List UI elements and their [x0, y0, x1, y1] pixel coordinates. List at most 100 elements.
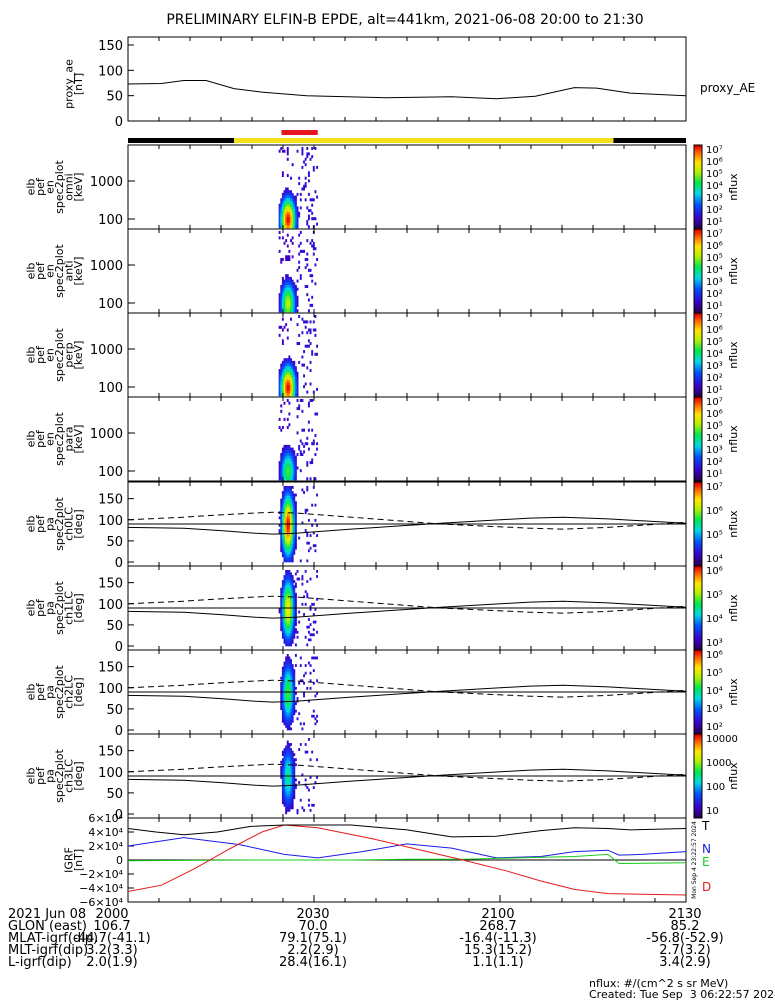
spectrogram-cell: [291, 582, 294, 586]
spectrogram-cell: [293, 760, 296, 764]
spectrogram-cell: [280, 508, 283, 512]
ephemeris-value: 28.4(16.1): [279, 955, 347, 970]
spectrogram-cell: [293, 788, 296, 792]
spectrogram-cell: [294, 541, 297, 545]
spectrogram-cell: [285, 239, 288, 243]
spectrogram-cell: [285, 788, 288, 792]
spectrogram-cell: [311, 633, 314, 637]
spectrogram-cell: [281, 709, 284, 713]
colorbar-tick-label: 10⁴: [706, 554, 723, 565]
spectrogram-cell: [283, 679, 286, 683]
spectrogram-cell: [306, 541, 309, 545]
colorbar-segment: [694, 526, 702, 529]
spectrogram-cell: [288, 587, 291, 591]
spectrogram-cell: [294, 290, 297, 294]
spectrogram-cell: [283, 455, 286, 459]
spectrogram-cell: [280, 620, 283, 624]
spectrogram-cell: [288, 778, 291, 782]
spectrogram-cell: [280, 623, 283, 627]
spectrogram-cell: [285, 811, 288, 815]
y-tick-label: 4×10⁴: [88, 826, 123, 839]
spectrogram-cell: [288, 717, 291, 721]
spectrogram-cell: [283, 211, 286, 215]
spectrogram-cell: [278, 206, 281, 210]
spectrogram-cell: [285, 768, 288, 772]
spectrogram-cell: [281, 717, 284, 721]
spectrogram-cell: [286, 659, 289, 662]
colorbar-segment: [694, 612, 702, 615]
colorbar-tick-label: 10⁴: [706, 349, 723, 360]
colorbar-segment: [694, 595, 702, 598]
spectrogram-cell: [281, 450, 284, 454]
y-tick-label: 50: [106, 535, 123, 550]
colorbar-segment: [694, 721, 702, 724]
spectrogram-cell: [286, 608, 289, 611]
spectrogram-cell: [281, 796, 284, 800]
colorbar-segment: [694, 624, 702, 628]
colorbar-segment: [694, 496, 702, 500]
spectrogram-cell: [283, 559, 286, 563]
spectrogram-cell: [281, 258, 284, 261]
spectrogram-cell: [296, 415, 299, 419]
spectrogram-cell: [285, 699, 288, 703]
colorbar-segment: [694, 266, 702, 270]
spectrogram-cell: [306, 534, 309, 537]
spectrogram-cell: [293, 496, 296, 499]
spectrogram-cell: [283, 717, 286, 721]
colorbar-segment: [694, 338, 702, 341]
spectrogram-cell: [306, 320, 309, 324]
spectrogram-cell: [285, 222, 288, 226]
spectrogram-cell: [290, 796, 292, 800]
spectrogram-cell: [306, 258, 309, 261]
spectrogram-cell: [291, 293, 294, 297]
spectrogram-cell: [278, 463, 281, 467]
spectrogram-cell: [293, 366, 296, 370]
spectrogram-cell: [299, 450, 302, 454]
spectrogram-cell: [314, 608, 317, 611]
spectrogram-cell: [278, 390, 281, 394]
spectrogram-cell: [285, 471, 288, 475]
spectrogram-cell: [293, 610, 296, 614]
spectrogram-cell: [280, 225, 283, 229]
spectrogram-cell: [293, 625, 296, 629]
spectrogram-cell: [290, 276, 292, 280]
spectrogram-cell: [283, 295, 286, 299]
colorbar-segment: [694, 610, 702, 613]
spectrogram-cell: [288, 618, 291, 621]
spectrogram-cell: [293, 214, 296, 218]
spectrogram-cell: [288, 544, 291, 548]
spectrogram-cell: [288, 290, 291, 294]
spectrogram-cell: [286, 209, 289, 213]
spectrogram-cell: [293, 536, 296, 540]
spectrogram-cell: [285, 638, 288, 642]
colorbar-segment: [694, 352, 702, 356]
spectrogram-cell: [288, 608, 291, 611]
spectrogram-cell: [283, 699, 286, 703]
spectrogram-cell: [288, 592, 291, 596]
colorbar-segment: [694, 334, 702, 337]
spectrogram-cell: [280, 676, 283, 680]
spectrogram-cell: [290, 676, 292, 680]
spectrogram-cell: [290, 638, 292, 642]
colorbar-segment: [694, 710, 702, 714]
spectrogram-cell: [283, 669, 286, 673]
spectrogram-cell: [285, 195, 288, 199]
spectrogram-cell: [290, 602, 292, 606]
spectrogram-cell: [283, 758, 286, 762]
spectrogram-cell: [290, 625, 292, 629]
spectrogram-cell: [291, 704, 294, 708]
spectrogram-cell: [285, 534, 288, 537]
spectrogram-cell: [283, 498, 286, 502]
spectrogram-cell: [283, 493, 286, 497]
spectrogram-cell: [290, 303, 292, 307]
spectrogram-cell: [286, 633, 289, 637]
spectrogram-cell: [281, 279, 284, 283]
spectrogram-cell: [280, 219, 283, 223]
spectrogram-cell: [290, 541, 292, 545]
spectrogram-cell: [281, 203, 284, 207]
spectrogram-cell: [281, 630, 284, 634]
spectrogram-cell: [306, 625, 309, 629]
spectrogram-cell: [278, 382, 281, 386]
spectrogram-cell: [293, 753, 296, 757]
spectrogram-cell: [285, 793, 288, 797]
